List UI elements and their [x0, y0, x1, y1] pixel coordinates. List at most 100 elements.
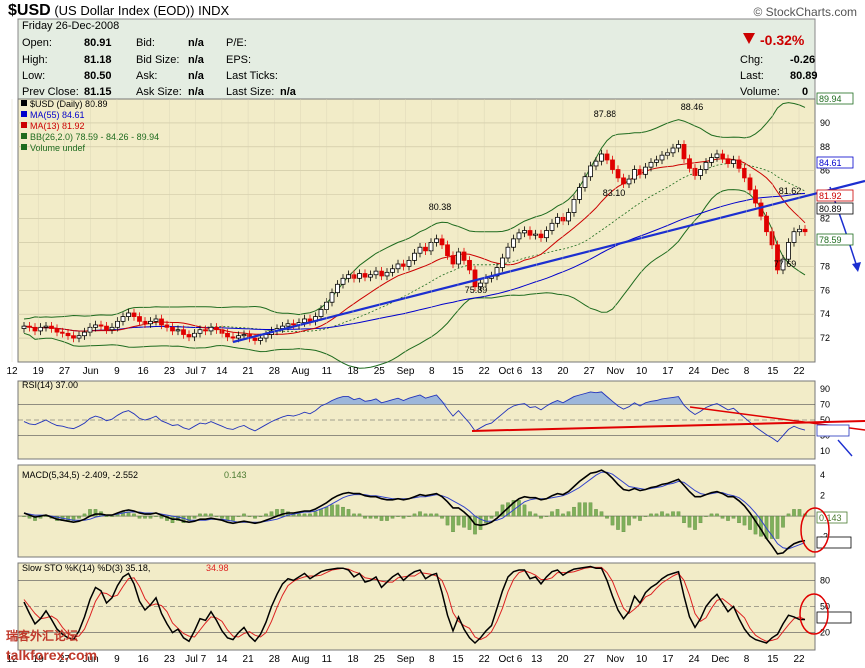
price-annotation: 75.89 — [465, 285, 488, 295]
candle-body — [692, 167, 698, 176]
legend-swatch — [21, 111, 27, 117]
candle-body — [687, 158, 692, 169]
x-tick-label: 8 — [744, 366, 750, 377]
x-tick-label: 23 — [164, 366, 176, 377]
candle-body — [54, 328, 60, 333]
rsi-value-tag — [816, 424, 850, 437]
ma13-line — [23, 158, 806, 336]
x-tick-label: 11 — [322, 366, 333, 377]
candle-body — [395, 263, 401, 270]
candle-body — [725, 158, 731, 164]
macd-histogram-bar — [649, 513, 653, 517]
x-tick-label-bottom: 15 — [452, 654, 464, 665]
x-tick-label: 13 — [531, 366, 543, 377]
right-axis-tag-label: 81.92 — [819, 191, 842, 201]
x-tick-label: 24 — [689, 366, 701, 377]
chart-header: $USD (US Dollar Index (EOD)) INDX — [8, 2, 229, 20]
candle-body — [747, 177, 753, 191]
x-tick-label: 9 — [114, 366, 120, 377]
candle-body — [456, 251, 461, 265]
x-tick-label: Oct 6 — [498, 366, 522, 377]
macd-panel — [17, 464, 816, 558]
macd-histogram-bar — [786, 513, 791, 517]
price-tick-label: 90 — [820, 118, 830, 128]
sto-highlight-circle — [799, 593, 829, 635]
candle-body — [324, 301, 329, 310]
x-tick-label: 15 — [767, 366, 779, 377]
candle-body — [379, 270, 384, 277]
x-tick-label-bottom: 12 — [6, 654, 18, 665]
macd-histogram-bar — [577, 502, 582, 517]
macd-histogram-bar — [434, 513, 439, 517]
candle-body — [21, 325, 27, 329]
candle-body — [60, 331, 65, 334]
rsi-tick-label: 10 — [820, 446, 830, 456]
candle-body — [665, 152, 670, 156]
candle-body — [764, 215, 769, 233]
macd-tick-label: 2 — [820, 491, 825, 501]
candle-body — [577, 187, 582, 200]
right-axis-tag — [816, 92, 854, 105]
sto-tick-label: 20 — [820, 628, 830, 638]
candle-body — [648, 161, 654, 168]
candle-body — [450, 255, 456, 265]
macd-histogram-bar — [280, 509, 285, 517]
macd-histogram-bar — [231, 515, 235, 521]
macd-histogram-bar — [198, 513, 202, 517]
x-tick-label: 27 — [584, 366, 596, 377]
change-percent: -0.32% — [760, 32, 805, 48]
macd-histogram-bar — [363, 515, 367, 519]
legend-rsi: RSI(14) 37.00 — [22, 380, 78, 390]
macd-histogram-bar — [302, 513, 307, 517]
x-tick-label: 10 — [636, 366, 648, 377]
candle-body — [610, 159, 615, 170]
x-tick-label: 8 — [429, 366, 435, 377]
candle-body — [329, 292, 335, 303]
open-label: Open: — [22, 37, 52, 49]
right-axis-tag — [816, 233, 854, 246]
candle-body — [76, 335, 82, 339]
right-axis-tag — [816, 189, 854, 202]
x-tick-label: 20 — [557, 366, 569, 377]
macd-histogram-bar — [572, 506, 576, 517]
candle-body — [731, 159, 736, 164]
candle-body — [291, 323, 296, 326]
candle-body — [698, 169, 703, 176]
macd-histogram-bar — [687, 515, 692, 528]
bid-size-value: n/a — [188, 54, 204, 66]
quote-date: Friday 26-Dec-2008 — [22, 20, 120, 32]
bid-label: Bid: — [136, 37, 155, 49]
sto-k-line — [23, 565, 805, 645]
x-tick-label-bottom: 9 — [114, 654, 120, 665]
watermark-cn: 瑞客外汇论坛 — [6, 629, 79, 643]
candle-body — [753, 189, 758, 204]
candle-body — [214, 326, 219, 331]
ask-value: n/a — [188, 70, 204, 82]
candle-body — [159, 318, 164, 326]
x-tick-label-bottom: Jul 7 — [185, 654, 207, 665]
candle-body — [593, 160, 599, 167]
price-tick-label: 72 — [820, 333, 830, 343]
right-axis-tag-label: 80.89 — [819, 204, 842, 214]
x-tick-label-bottom: 27 — [59, 654, 71, 665]
candle-body — [27, 325, 32, 328]
eps-label: EPS: — [226, 54, 252, 66]
candle-body — [555, 216, 560, 224]
macd-histogram-bar — [220, 515, 224, 519]
candle-body — [500, 257, 505, 268]
candle-body — [538, 233, 544, 239]
macd-histogram-bar — [605, 515, 609, 519]
macd-histogram-bar — [715, 513, 719, 517]
macd-histogram-bar — [319, 509, 323, 517]
rsi-support-line — [471, 420, 865, 432]
macd-histogram-bar — [104, 515, 109, 517]
candle-body — [604, 153, 610, 161]
x-tick-label-bottom: Nov — [606, 654, 624, 665]
candle-body — [175, 329, 181, 332]
macd-histogram-bar — [654, 513, 659, 517]
macd-histogram-bar — [330, 504, 334, 517]
macd-histogram-bar — [588, 502, 593, 517]
ask-size-label: Ask Size: — [136, 86, 182, 98]
ma55-line — [23, 192, 806, 332]
